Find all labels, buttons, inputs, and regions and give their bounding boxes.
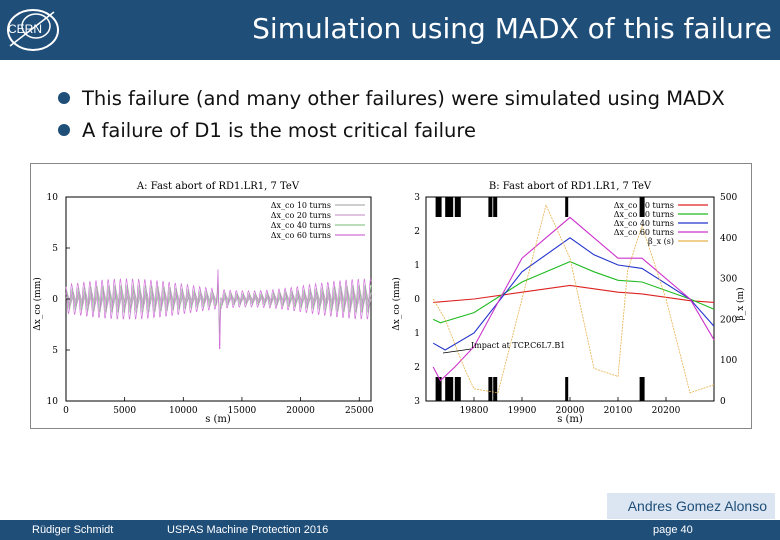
chart-a-xtick-label: 25000	[345, 406, 374, 416]
chart-a-legend-label: Δx_co 40 turns	[271, 221, 331, 230]
chart-b-title: B: Fast abort of RD1.LR1, 7 TeV	[489, 181, 652, 192]
bullet-item: This failure (and many other failures) w…	[58, 82, 758, 114]
page-title: Simulation using MADX of this failure	[252, 12, 772, 45]
footer-author: Rüdiger Schmidt	[32, 524, 114, 536]
chart-b-magnet-top	[488, 197, 493, 217]
slide-footer: Rüdiger Schmidt USPAS Machine Protection…	[0, 520, 780, 540]
chart-b-magnet-top	[639, 197, 645, 217]
chart-a-ytick-label: 5	[52, 346, 58, 356]
bullet-dot-icon	[58, 124, 70, 136]
chart-a-legend-label: Δx_co 20 turns	[271, 211, 331, 220]
chart-b-legend-label: β_x (s)	[648, 237, 674, 246]
chart-a-series-line	[65, 269, 372, 350]
chart-b-ticks: 19800 19900 20000 20100 20200 3 2 1 0 1 2 3 500 400 30…	[414, 193, 737, 416]
chart-a-xlabel: s (m)	[205, 414, 231, 425]
chart-a-series-lines	[65, 269, 372, 350]
chart-b-magnet-markers	[435, 197, 645, 401]
chart-b-ytick-label: 1	[414, 261, 420, 271]
chart-b-ytick-label: 3	[414, 193, 420, 203]
chart-b-magnet-bottom	[445, 377, 454, 401]
chart-b-xtick-label: 19800	[460, 406, 489, 416]
chart-b-ytick-label: 2	[414, 227, 420, 237]
chart-a-xtick-label: 5000	[113, 406, 136, 416]
chart-b-xlabel: s (m)	[557, 414, 583, 425]
chart-b-y2tick-label: 100	[720, 356, 737, 366]
chart-b-legend-label: Δx_co 40 turns	[614, 219, 674, 228]
chart-b-y2tick-label: 400	[720, 234, 737, 244]
chart-a-xtick-label: 10000	[169, 406, 198, 416]
chart-b-series-line	[432, 237, 715, 351]
chart-b-xtick-label: 19900	[508, 406, 537, 416]
chart-a-xtick-label: 15000	[228, 406, 257, 416]
footer-page-number: page 40	[653, 524, 693, 536]
chart-b-y2tick-label: 200	[720, 315, 737, 325]
chart-b-magnet-top	[435, 197, 442, 217]
chart-a-ytick-label: 5	[52, 244, 58, 254]
chart-a-ytick-label: 0	[52, 295, 58, 305]
chart-b-magnet-bottom	[639, 377, 645, 401]
chart-b-magnet-bottom	[493, 377, 498, 401]
chart-b-xtick-label: 20100	[604, 406, 633, 416]
chart-b-magnet-top	[493, 197, 498, 217]
chart-b-series-line	[432, 261, 715, 324]
chart-b-magnet-bottom	[435, 377, 442, 401]
charts-svg: A: Fast abort of RD1.LR1, 7 TeV s (m) Δx…	[32, 181, 746, 425]
chart-b-y2tick-label: 300	[720, 275, 737, 285]
chart-a-xtick-label: 20000	[286, 406, 315, 416]
cern-logo: CERN	[7, 9, 59, 51]
chart-b-magnet-top	[445, 197, 454, 217]
bullet-text: This failure (and many other failures) w…	[82, 86, 725, 110]
chart-b-xtick-label: 20200	[652, 406, 681, 416]
chart-b-legend-label: Δx_co 60 turns	[614, 228, 674, 237]
chart-b-y2tick-label: 500	[720, 193, 737, 203]
chart-b-y2label: β_x (m)	[735, 287, 746, 320]
chart-b-series-line	[433, 284, 715, 303]
chart-b-magnet-bottom	[565, 377, 569, 401]
chart-b-ytick-label: 0	[414, 295, 420, 305]
chart-b-magnet-top	[454, 197, 461, 217]
chart-a-xtick-label: 0	[63, 406, 69, 416]
chart-b-legend-label: Δx_co 20 turns	[614, 210, 674, 219]
chart-b-magnet-top	[565, 197, 569, 217]
chart-a-title: A: Fast abort of RD1.LR1, 7 TeV	[136, 181, 300, 192]
chart-a-ytick-label: 10	[47, 193, 59, 203]
chart-a-ytick-label: 10	[47, 397, 59, 407]
chart-b-ytick-label: 3	[414, 397, 420, 407]
footer-event: USPAS Machine Protection 2016	[167, 524, 329, 536]
bullet-dot-icon	[58, 92, 70, 104]
chart-b-magnet-bottom	[488, 377, 493, 401]
chart-b-magnet-bottom	[454, 377, 461, 401]
bullet-list: This failure (and many other failures) w…	[58, 82, 758, 146]
chart-b-series-line	[432, 203, 715, 394]
chart-b-annotation-arrow	[442, 348, 472, 354]
chart-a-legend-label: Δx_co 10 turns	[271, 201, 331, 210]
cern-logo-text: CERN	[8, 22, 42, 36]
chart-b-y2tick-label: 0	[720, 397, 726, 407]
chart-a-legend-label: Δx_co 60 turns	[271, 231, 331, 240]
chart-b-ytick-label: 1	[414, 329, 420, 339]
figure-panel: A: Fast abort of RD1.LR1, 7 TeV s (m) Δx…	[30, 163, 752, 429]
chart-b-ytick-label: 2	[414, 363, 420, 373]
credit-text: Andres Gomez Alonso	[627, 498, 767, 514]
bullet-item: A failure of D1 is the most critical fai…	[58, 114, 758, 146]
bullet-text: A failure of D1 is the most critical fai…	[82, 118, 476, 142]
chart-b-xtick-label: 20000	[556, 406, 585, 416]
chart-b-annotation: Impact at TCP.C6L7.B1	[471, 341, 565, 350]
chart-a-ticks: 0 5000 10000 15000 20000 25000 10 5 0 5 10	[47, 193, 374, 416]
slide-header: CERN Simulation using MADX of this failu…	[0, 0, 780, 60]
chart-b-ylabel: Δx_co (mm)	[391, 277, 402, 331]
credit-box: Andres Gomez Alonso	[607, 493, 775, 519]
chart-a-ylabel: Δx_co (mm)	[32, 277, 43, 331]
chart-b-legend-label: Δx_co 10 turns	[614, 201, 674, 210]
chart-b-series-lines	[432, 203, 715, 394]
chart-b-series-line	[432, 216, 715, 382]
